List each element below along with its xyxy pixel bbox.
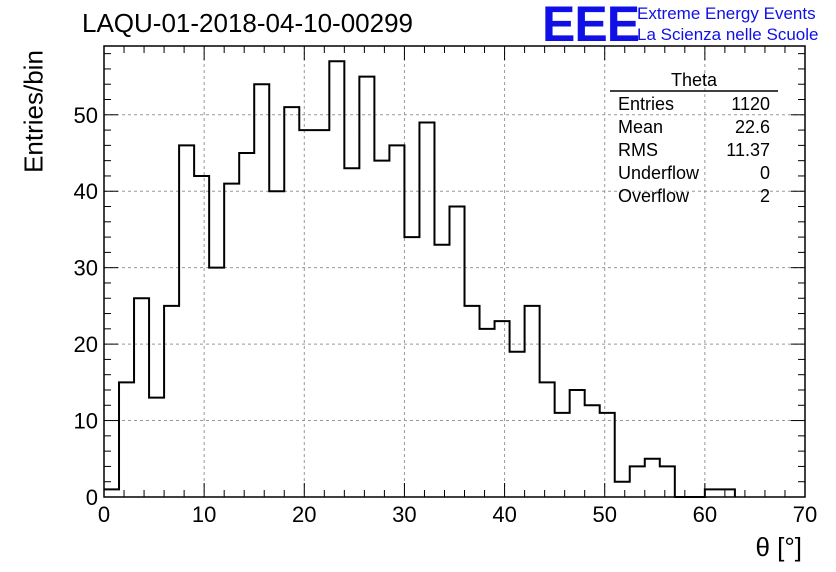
- x-axis-label: θ [°]: [755, 532, 802, 562]
- logo-subtitle-2: La Scienza nelle Scuole: [637, 25, 819, 44]
- stats-box: Theta Entries 1120 Mean 22.6 RMS 11.37 Underflo…: [610, 70, 778, 206]
- plot-frame: [103, 45, 806, 498]
- stats-label: Entries: [618, 94, 674, 114]
- stats-value: 2: [760, 186, 770, 206]
- x-tick-label: 50: [592, 502, 616, 527]
- x-tick-label: 20: [292, 502, 316, 527]
- stats-value: 1120: [731, 94, 770, 114]
- y-tick-label: 20: [74, 332, 98, 357]
- y-tick-label: 30: [74, 256, 98, 281]
- y-tick-label: 10: [74, 409, 98, 434]
- x-tick-label: 30: [392, 502, 416, 527]
- grid-lines: [104, 46, 805, 497]
- x-tick-label: 70: [793, 502, 817, 527]
- y-tick-label: 40: [74, 179, 98, 204]
- axis-ticks: [103, 46, 806, 498]
- x-tick-label: 10: [192, 502, 216, 527]
- logo-subtitle-1: Extreme Energy Events: [637, 4, 816, 23]
- x-tick-label: 0: [98, 502, 110, 527]
- histogram-title: LAQU-01-2018-04-10-00299: [82, 8, 413, 38]
- stats-name: Theta: [671, 70, 718, 90]
- stats-label: Mean: [618, 117, 663, 137]
- y-tick-label: 0: [86, 485, 98, 510]
- eee-logo: EEE: [542, 0, 640, 52]
- histogram-outline: [104, 60, 736, 498]
- stats-value: 11.37: [726, 140, 770, 160]
- stats-label: Overflow: [618, 186, 690, 206]
- stats-value: 0: [760, 163, 770, 183]
- stats-label: RMS: [618, 140, 658, 160]
- x-tick-label: 40: [492, 502, 516, 527]
- stats-value: 22.6: [735, 117, 770, 137]
- y-tick-label: 50: [74, 103, 98, 128]
- stats-label: Underflow: [618, 163, 700, 183]
- x-tick-label: 60: [693, 502, 717, 527]
